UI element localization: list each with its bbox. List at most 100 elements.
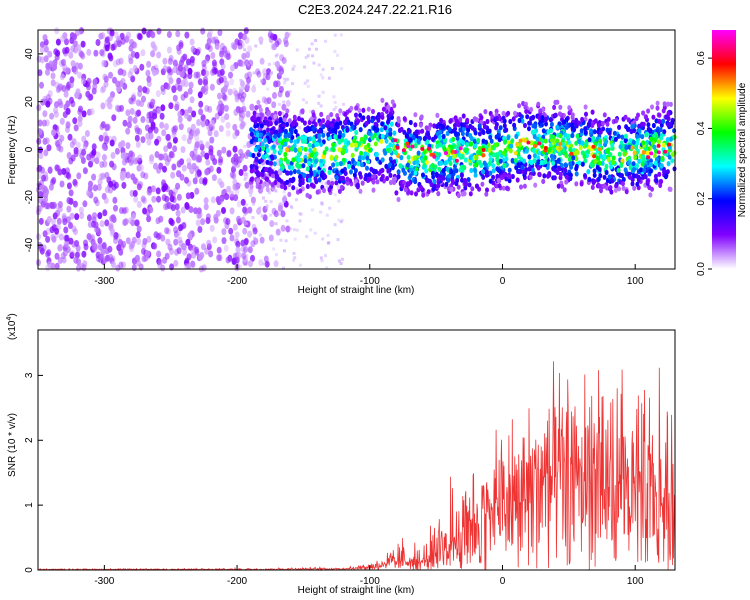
spectrogram-cell: [256, 144, 261, 150]
spectrogram-cell: [115, 80, 121, 88]
spectrogram-cell: [282, 266, 285, 270]
spectrogram-cell: [465, 117, 470, 123]
spectrogram-cell: [449, 168, 454, 174]
spectrogram-cell: [41, 119, 47, 127]
spectrogram-cell: [535, 136, 540, 142]
spectrogram-cell: [159, 112, 165, 120]
spectrogram-cell: [623, 114, 628, 120]
spectrogram-cell: [269, 213, 273, 217]
spectrogram-cell: [277, 90, 283, 98]
spectrogram-cell: [264, 153, 269, 159]
spectrogram-cell: [197, 78, 203, 86]
spectrogram-cell: [49, 226, 55, 234]
spectrogram-cell: [631, 161, 636, 167]
spectrogram-cell: [568, 175, 573, 181]
spectrogram-cell: [213, 36, 219, 44]
spectrogram-hotspot: [518, 138, 523, 143]
spectrogram-cell: [337, 199, 341, 203]
spectrogram-cell: [421, 172, 425, 178]
spectrogram-cell: [564, 124, 569, 130]
spectrogram-cell: [424, 125, 429, 131]
spectrogram-cell: [339, 67, 343, 71]
spectrogram-cell: [347, 163, 351, 169]
spectrogram-cell: [448, 155, 453, 161]
spectrogram-cell: [283, 185, 288, 191]
spectrogram-cell: [174, 103, 180, 111]
spectrogram-cell: [190, 261, 196, 269]
spectrogram-hotspot: [569, 151, 574, 156]
spectrogram-cell: [271, 144, 276, 150]
spectrogram-cell: [201, 59, 207, 67]
spectrogram-cell: [67, 133, 73, 141]
spectrogram-cell: [291, 82, 295, 86]
spectrogram-cell: [291, 67, 295, 71]
spectrogram-cell: [502, 172, 507, 178]
spectrogram-cell: [224, 80, 230, 88]
spectrogram-cell: [170, 171, 176, 179]
spectrogram-cell: [552, 175, 557, 181]
spectrogram-cell: [338, 161, 343, 167]
spectrogram-cell: [626, 117, 631, 123]
spectrogram-cell: [279, 238, 283, 242]
spectrogram-cell: [120, 140, 126, 148]
spectrogram-cell: [42, 110, 48, 118]
spectrogram-cell: [303, 158, 308, 164]
spectrogram-hotspot: [526, 140, 531, 145]
spectrogram-cell: [508, 118, 513, 125]
spectrogram-cell: [170, 191, 176, 199]
spectrogram-cell: [310, 42, 314, 46]
spectrogram-cell: [446, 177, 451, 183]
spectrogram-cell: [282, 117, 287, 123]
spectrogram-cell: [105, 123, 111, 131]
spectrogram-cell: [47, 166, 53, 174]
spectrogram-cell: [330, 180, 335, 186]
spectrogram-cell: [195, 48, 201, 56]
spectrogram-cell: [196, 169, 202, 176]
spectrogram-cell: [139, 63, 145, 71]
spectrogram-cell: [101, 85, 107, 93]
spectrogram-cell: [221, 93, 227, 100]
spectrogram-cell: [59, 73, 65, 81]
spectrogram-cell: [507, 167, 512, 173]
spectrogram-cell: [39, 81, 44, 89]
spectrogram-cell: [86, 83, 91, 91]
spectrogram-cell: [326, 179, 331, 186]
spectrogram-cell: [72, 33, 77, 41]
spectrogram-cell: [255, 152, 259, 156]
spectrogram-cell: [218, 125, 224, 133]
spectrogram-cell: [81, 250, 87, 258]
spectrogram-cell: [504, 176, 509, 182]
spectrogram-hotspot: [393, 138, 398, 143]
spectrogram-cell: [175, 216, 181, 224]
spectrogram-cell: [198, 100, 204, 108]
spectrogram-cell: [70, 60, 76, 68]
spectrogram-cell: [396, 196, 401, 203]
spectrogram-cell: [78, 105, 83, 113]
spectrogram-cell: [202, 178, 208, 186]
spectrogram-hotspot: [410, 144, 415, 149]
spectrogram-cell: [307, 160, 312, 167]
spectrogram-cell: [252, 202, 256, 206]
spectrogram-cell: [128, 67, 134, 75]
spectrogram-cell: [388, 179, 393, 186]
spectrogram-cell: [536, 159, 541, 165]
spectrogram-cell: [590, 109, 595, 115]
spectrogram-cell: [292, 251, 296, 255]
spectrogram-cell: [161, 194, 167, 202]
spectrogram-cell: [541, 128, 546, 134]
spectrogram-cell: [430, 162, 435, 169]
spectrogram-cell: [132, 64, 138, 72]
spectrogram-cell: [154, 138, 160, 146]
spectrogram-cell: [216, 246, 222, 254]
spectrogram-cell: [249, 131, 254, 137]
spectrogram-cell: [243, 246, 249, 253]
spectrogram-cell: [111, 114, 117, 122]
spectrogram-cell: [42, 137, 48, 145]
spectrogram-cell: [491, 168, 496, 174]
spectrogram-cell: [563, 167, 568, 173]
spectrogram-cell: [122, 82, 128, 90]
spectrogram-cell: [358, 112, 363, 118]
spectrogram-cell: [81, 77, 86, 85]
spectrogram-cell: [297, 157, 301, 163]
